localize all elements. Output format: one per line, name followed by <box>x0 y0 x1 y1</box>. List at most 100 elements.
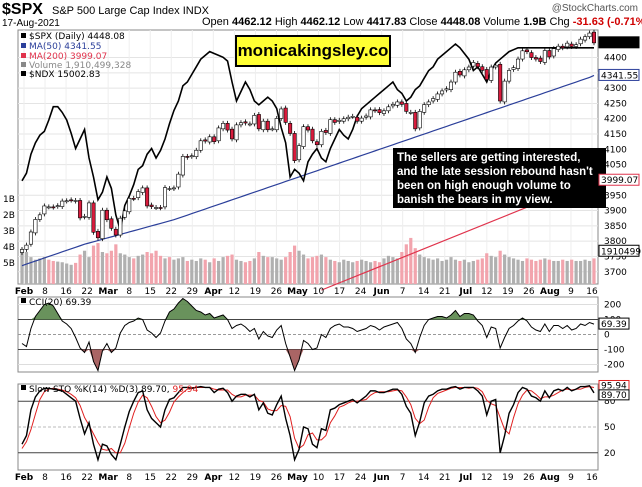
candle-body <box>556 45 561 50</box>
candle-body <box>404 103 409 112</box>
candle-body <box>87 202 92 218</box>
volume-label: Volume <box>483 16 521 28</box>
legend-entry: MA(200) 3999.07 <box>29 52 107 62</box>
sto-x-label: Mar <box>98 473 118 483</box>
volume-bar <box>520 260 525 284</box>
volume-bar <box>494 257 498 284</box>
cci-tick-label: 0 <box>604 331 610 341</box>
chg-label: Chg <box>549 16 570 28</box>
candle-body <box>346 116 351 120</box>
volume-bar <box>471 260 475 284</box>
volume-bar <box>440 260 444 284</box>
price-tag <box>598 68 640 81</box>
volume-bar <box>333 260 337 284</box>
candle-body <box>422 104 427 113</box>
legend-swatch <box>21 62 26 67</box>
cci-value-tag <box>598 317 630 330</box>
price-x-label: 22 <box>166 287 177 297</box>
candle-body <box>323 130 328 133</box>
volume-bar <box>355 260 359 284</box>
legend-entry: $NDX 15002.83 <box>29 70 100 80</box>
candle-body <box>158 207 163 209</box>
candle-body <box>560 45 565 49</box>
volume-bar <box>503 254 507 284</box>
volume-bar <box>136 255 140 284</box>
sto-legend: Slow STO %K(14) %D(3) 89.70, 95.94 <box>29 385 199 395</box>
price-x-label: 26 <box>271 287 283 297</box>
volume-bar <box>543 258 547 284</box>
cci-line <box>21 297 595 372</box>
volume-bar <box>163 258 167 284</box>
sto-x-label: 29 <box>187 473 199 483</box>
volume-bar <box>248 260 252 284</box>
price-x-label: 10 <box>313 287 325 297</box>
candle-body <box>448 81 453 90</box>
price-x-label: 19 <box>502 287 514 297</box>
candle-body <box>60 200 65 207</box>
price-x-label: 16 <box>586 287 598 297</box>
symbol: $SPX <box>2 1 43 18</box>
candle-body <box>381 110 386 114</box>
price-x-label: 17 <box>334 287 345 297</box>
candle-body <box>180 156 185 176</box>
volume-tick-label: 4B <box>3 243 15 253</box>
volume-bar <box>38 258 42 284</box>
volume-bar <box>498 250 502 284</box>
candle-body <box>234 124 239 141</box>
candle-body <box>359 117 364 122</box>
candle-body <box>230 128 235 140</box>
price-tick-label: 3900 <box>604 207 627 217</box>
volume-bar <box>574 260 578 284</box>
sto-x-label: 10 <box>313 473 325 483</box>
sto-x-label: 19 <box>502 473 514 483</box>
volume-bar <box>114 244 118 284</box>
volume-bar <box>78 254 82 284</box>
candle-body <box>337 119 342 122</box>
volume-tick-label: 3B <box>3 227 15 237</box>
sto-tick-label: 20 <box>604 449 616 459</box>
sto-x-label: May <box>287 473 308 483</box>
candle-body <box>583 36 588 41</box>
candle-body <box>69 199 74 202</box>
volume-bar <box>516 259 520 284</box>
volume-bar <box>60 262 64 284</box>
sto-x-label: 26 <box>523 473 535 483</box>
sto-tick-label: 50 <box>604 423 616 433</box>
volume-bar <box>565 260 569 284</box>
volume-bar <box>279 259 283 284</box>
volume-bar <box>145 252 149 284</box>
price-tick-label: 4050 <box>604 161 627 171</box>
volume-bar <box>360 259 364 284</box>
candle-body <box>274 118 279 131</box>
candle-body <box>591 31 596 44</box>
candle-body <box>408 112 413 114</box>
candle-body <box>154 207 159 209</box>
candle-body <box>288 123 293 134</box>
candle-body <box>484 69 489 80</box>
legend-swatch <box>21 33 26 38</box>
index-name-text: S&P 500 Large Cap Index <box>52 5 180 17</box>
volume-bar <box>91 245 96 284</box>
volume-bar <box>51 260 55 284</box>
sto-k-label: 89.70 <box>601 391 627 401</box>
cci-tick-label: 200 <box>604 301 621 311</box>
candle-body <box>73 200 78 202</box>
candle-body <box>511 67 516 70</box>
volume-bar <box>158 255 163 284</box>
volume-bar <box>234 259 239 284</box>
price-tag-label: 4341.55 <box>601 71 638 81</box>
volume-bar <box>154 250 158 284</box>
candle-body <box>565 42 570 48</box>
candle-body <box>131 198 136 200</box>
candle-body <box>524 49 529 53</box>
candle-body <box>37 214 42 220</box>
candle-body <box>163 187 168 208</box>
candle-body <box>189 155 194 158</box>
candle-body <box>118 217 123 236</box>
candle-body <box>574 44 579 47</box>
candle-body <box>270 128 275 131</box>
price-x-label: 8 <box>126 287 132 297</box>
price-x-label: 12 <box>229 287 240 297</box>
date: 17-Aug-2021 <box>2 18 60 29</box>
volume-bar <box>288 252 292 284</box>
